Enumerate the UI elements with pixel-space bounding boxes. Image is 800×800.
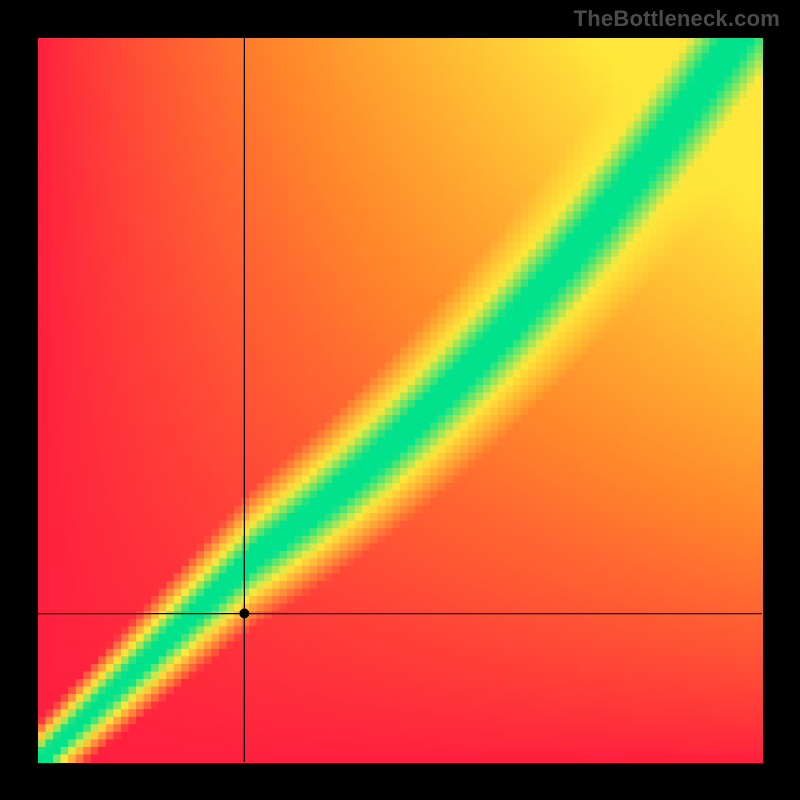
- root: { "meta": { "watermark_text": "TheBottle…: [0, 0, 800, 800]
- heatmap-canvas: [0, 0, 800, 800]
- plot-area: [0, 0, 800, 800]
- watermark-text: TheBottleneck.com: [574, 6, 780, 32]
